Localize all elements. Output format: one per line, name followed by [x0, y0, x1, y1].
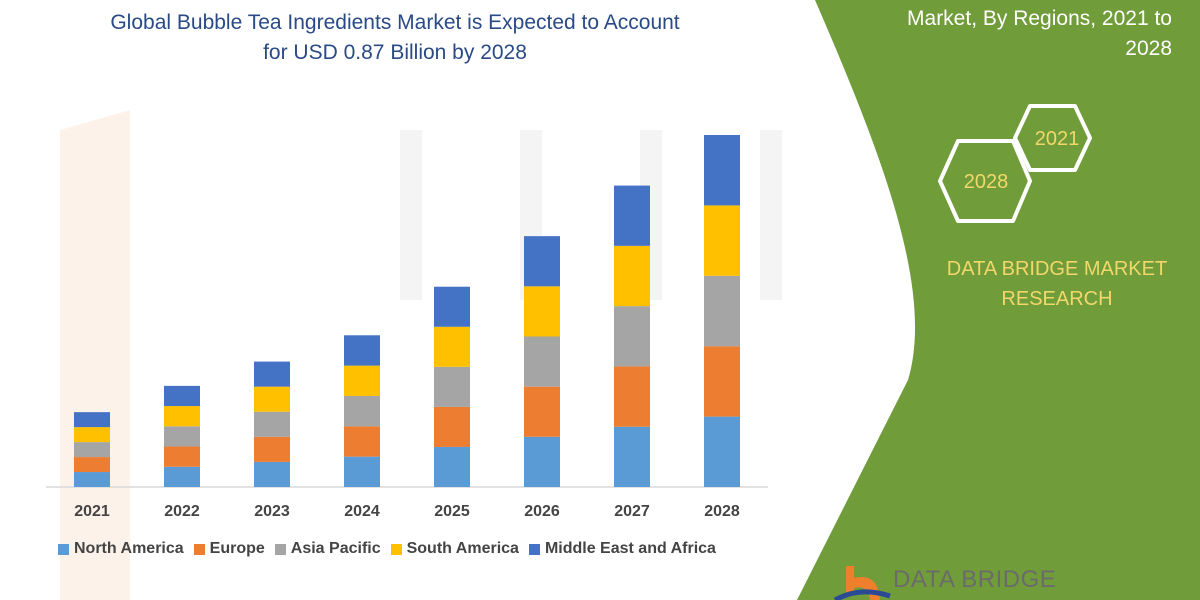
bar-2027-europe [614, 366, 650, 427]
x-tick-label: 2021 [74, 503, 110, 520]
x-tick-label: 2028 [704, 503, 740, 520]
hex-year-2021: 2021 [1035, 128, 1080, 150]
hexagon-2021 [1013, 104, 1092, 172]
x-tick-label: 2027 [614, 503, 650, 520]
bar-2023-asia-pacific [254, 411, 290, 437]
bar-2028-north-america [704, 416, 740, 487]
legend-item: Asia Pacific [274, 540, 381, 558]
legend-item: South America [390, 540, 519, 558]
bar-2021-south-america [74, 427, 110, 443]
side-title-line2: 2028 [1125, 37, 1172, 60]
logo-icon [833, 566, 891, 600]
bar-2028-south-america [704, 205, 740, 276]
bar-2022-middle-east-and-africa [164, 385, 200, 407]
bar-2027-middle-east-and-africa [614, 185, 650, 246]
chart-title: Global Bubble Tea Ingredients Market is … [40, 8, 750, 68]
bar-2026-europe [524, 386, 560, 437]
legend-swatch [528, 543, 540, 555]
legend-label: South America [406, 540, 519, 557]
legend-item: Europe [193, 540, 265, 558]
brand-text: DATA BRIDGE MARKET RESEARCH [912, 254, 1200, 314]
watermark-logo [60, 110, 130, 600]
hex-year-2028: 2028 [964, 171, 1009, 193]
chart-title-line1: Global Bubble Tea Ingredients Market is … [110, 11, 680, 34]
bar-2022-europe [164, 446, 200, 467]
bar-2024-north-america [344, 456, 380, 487]
bars [74, 135, 740, 487]
bar-2023-europe [254, 436, 290, 462]
bar-2027-south-america [614, 245, 650, 307]
bar-2021-europe [74, 457, 110, 473]
legend-label: Middle East and Africa [544, 540, 716, 557]
legend-swatch [58, 543, 69, 555]
bar-2025-north-america [434, 446, 470, 487]
x-tick-label: 2024 [344, 503, 380, 520]
bar-2023-south-america [254, 386, 290, 412]
green-panel [797, 0, 1200, 600]
bar-2024-south-america [344, 365, 380, 396]
bar-2026-asia-pacific [524, 336, 560, 387]
brand-line2: RESEARCH [1001, 288, 1113, 310]
bar-2028-asia-pacific [704, 275, 740, 347]
bar-2027-asia-pacific [614, 306, 650, 367]
legend-label: Europe [209, 540, 265, 557]
bar-2021-asia-pacific [74, 442, 110, 458]
bar-2028-europe [704, 346, 740, 417]
legend-item: Middle East and Africa [528, 540, 716, 558]
bar-2026-middle-east-and-africa [524, 236, 560, 287]
bar-2027-north-america [614, 426, 650, 487]
bar-2025-middle-east-and-africa [434, 286, 470, 327]
brand-line1: DATA BRIDGE MARKET [946, 258, 1168, 280]
logo-text: DATA BRIDGE [893, 566, 1057, 593]
bar-2025-europe [434, 406, 470, 447]
bar-2023-north-america [254, 461, 290, 487]
bar-2025-south-america [434, 326, 470, 367]
hexagon-2028 [938, 139, 1032, 223]
x-tick-label: 2025 [434, 503, 470, 520]
bar-2025-asia-pacific [434, 366, 470, 407]
bar-2026-north-america [524, 436, 560, 487]
side-title: Market, By Regions, 2021 to 2028 [832, 4, 1172, 64]
bar-2026-south-america [524, 286, 560, 337]
bar-2022-south-america [164, 406, 200, 427]
legend-label: North America [74, 540, 184, 557]
legend-item: North America [58, 540, 184, 558]
bar-2024-europe [344, 426, 380, 457]
legend: North America Europe Asia Pacific South Ame… [58, 540, 716, 558]
bar-2024-middle-east-and-africa [344, 335, 380, 366]
bar-2023-middle-east-and-africa [254, 361, 290, 387]
bar-2021-middle-east-and-africa [74, 412, 110, 428]
bar-2022-north-america [164, 466, 200, 487]
bar-2021-north-america [74, 472, 110, 487]
bar-2024-asia-pacific [344, 395, 380, 427]
bar-2022-asia-pacific [164, 426, 200, 447]
chart-title-line2: for USD 0.87 Billion by 2028 [263, 41, 527, 64]
bar-2028-middle-east-and-africa [704, 135, 740, 206]
side-title-line1: Market, By Regions, 2021 to [907, 7, 1172, 30]
x-tick-label: 2026 [524, 503, 560, 520]
x-tick-label: 2023 [254, 503, 290, 520]
x-tick-label: 2022 [164, 503, 200, 520]
legend-swatch [193, 543, 205, 555]
legend-swatch [274, 543, 286, 555]
legend-swatch [390, 543, 402, 555]
legend-label: Asia Pacific [290, 540, 381, 557]
